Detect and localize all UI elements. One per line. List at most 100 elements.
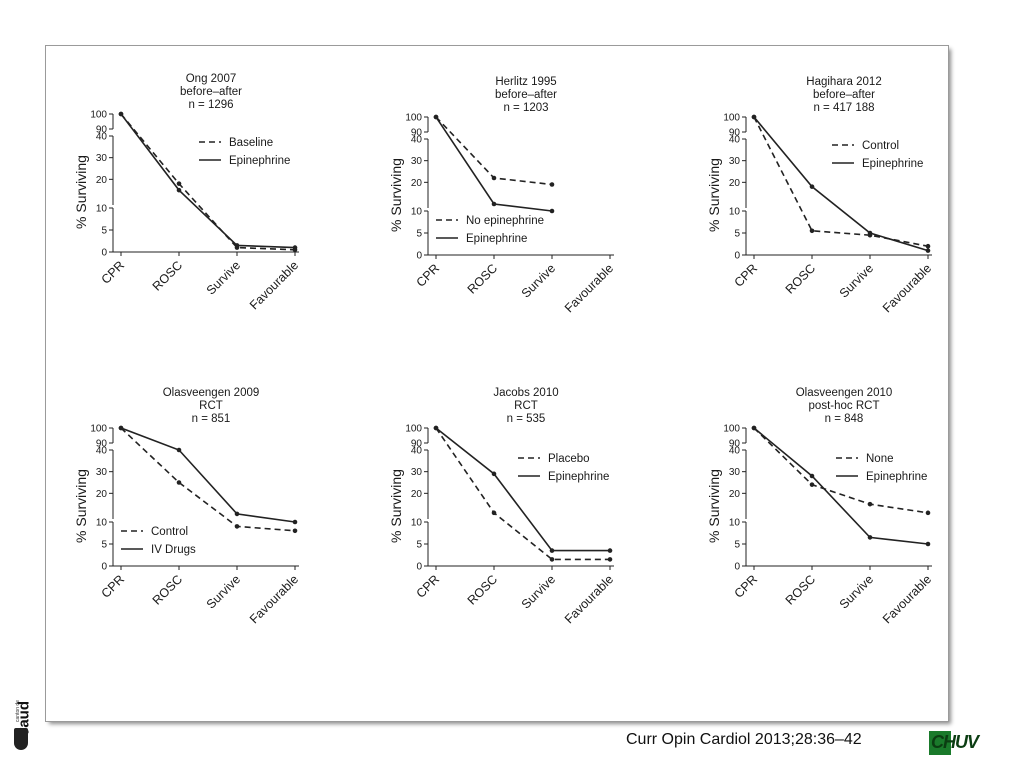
y-tick-label: 40 [411,135,423,146]
y-tick-label: 40 [96,446,108,457]
x-tick-label: Favourable [247,572,301,626]
chart-title-line: n = 848 [825,413,864,425]
x-tick-label: ROSC [783,261,818,296]
legend-label: Baseline [229,137,273,149]
chuv-logo-text: CHUV [931,732,979,752]
chuv-logo-box [929,731,951,755]
y-axis-label: % Surviving [388,158,404,232]
y-axis-label: % Surviving [706,469,722,543]
data-point [491,510,497,516]
y-tick-label: 40 [729,446,741,457]
y-tick-label: 30 [96,153,108,164]
y-tick-label: 100 [723,424,740,435]
data-point [491,201,497,207]
series-line [120,427,296,532]
legend-label: IV Drugs [151,544,196,556]
y-tick-label: 100 [405,113,422,124]
x-tick-label: Favourable [247,258,301,312]
data-point [607,557,613,562]
y-tick-label: 40 [729,135,741,146]
y-tick-label: 0 [416,251,422,262]
chart-title-line: Ong 2007 [186,73,237,85]
x-tick-label: Survive [519,261,558,300]
x-tick-label: Favourable [562,261,616,315]
data-point [234,243,240,248]
data-point [176,447,182,453]
data-point [433,425,439,431]
legend-label: None [866,453,894,465]
series-line [435,116,553,212]
x-tick-label: ROSC [150,572,185,607]
y-tick-label: 0 [101,562,107,573]
series-line [120,427,296,523]
x-tick-label: CPR [414,572,443,601]
x-tick-label: Survive [837,261,876,300]
y-tick-label: 10 [729,518,741,529]
data-point [751,425,757,431]
series-line [435,427,610,552]
y-tick-label: 30 [729,467,741,478]
legend-label: Epinephrine [862,158,923,170]
data-point [925,541,931,547]
y-axis-label: % Surviving [73,155,89,229]
y-tick-label: 100 [405,424,422,435]
data-point [751,114,757,120]
citation-text: Curr Opin Cardiol 2013;28:36–42 [626,731,862,748]
data-point [809,184,815,189]
y-tick-label: 0 [101,248,107,259]
chart-title-line: RCT [514,400,538,412]
y-tick-label: 10 [96,204,108,215]
y-tick-label: 90 [729,439,741,450]
data-point [433,114,439,120]
data-point [925,243,931,249]
y-tick-label: 20 [96,175,108,186]
x-tick-label: CPR [732,261,761,290]
x-tick-label: Favourable [562,572,616,626]
y-tick-label: 5 [416,540,422,551]
y-tick-label: 20 [729,489,741,500]
data-point [292,528,298,534]
series-line [753,116,929,247]
data-point [292,519,298,525]
chart-title-line: Herlitz 1995 [495,76,556,88]
y-tick-label: 100 [723,113,740,124]
y-tick-label: 30 [729,156,741,167]
y-tick-label: 90 [411,439,423,450]
y-tick-label: 90 [96,125,108,136]
data-point [549,182,555,187]
y-tick-label: 20 [411,489,423,500]
series-line [753,116,929,252]
y-tick-label: 100 [90,110,107,121]
canton-vaud-logo: canton de vaud [8,688,42,758]
chart-title-line: n = 535 [507,413,546,425]
series-line [753,427,929,514]
data-point [867,501,873,507]
x-tick-label: CPR [732,572,761,601]
y-tick-label: 90 [96,439,108,450]
x-tick-label: CPR [99,258,128,287]
y-tick-label: 0 [734,562,740,573]
legend-label: No epinephrine [466,215,544,227]
y-tick-label: 0 [416,562,422,573]
x-tick-label: Favourable [880,572,934,626]
y-tick-label: 20 [729,178,741,189]
data-point [809,482,815,487]
data-point [809,228,815,234]
shield-icon [14,728,28,750]
data-point [118,425,124,431]
y-tick-label: 10 [729,207,741,218]
y-tick-label: 90 [411,128,423,139]
y-tick-label: 5 [734,229,740,240]
data-point [925,510,931,516]
data-point [549,557,555,562]
data-point [176,187,182,193]
chart-title-line: n = 1296 [188,99,233,111]
data-point [867,535,873,540]
y-tick-label: 10 [96,518,108,529]
legend-label: Epinephrine [548,471,609,483]
chart-title-line: before–after [180,86,242,98]
data-point [292,245,298,250]
